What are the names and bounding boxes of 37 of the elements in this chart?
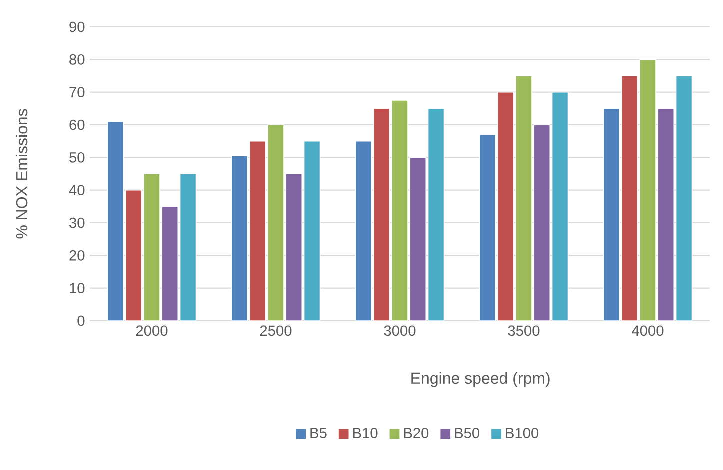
- bar: [286, 174, 303, 321]
- legend-label: B50: [455, 428, 480, 438]
- y-tick-label: 50: [70, 152, 85, 163]
- x-tick-label: 2500: [260, 326, 292, 336]
- y-tick-label: 90: [70, 22, 85, 32]
- bar: [373, 108, 390, 321]
- bar: [410, 157, 427, 321]
- legend-label: B10: [353, 428, 378, 438]
- bar: [355, 140, 372, 321]
- y-tick-label: 20: [70, 250, 85, 261]
- x-tick-label: 3500: [508, 326, 540, 336]
- y-tick-label: 30: [70, 218, 85, 228]
- bar: [603, 108, 620, 321]
- bar: [249, 140, 266, 321]
- y-tick-label: 0: [78, 316, 85, 326]
- y-tick-label: 10: [70, 283, 85, 294]
- legend-label: B5: [310, 428, 327, 438]
- bar: [479, 134, 496, 321]
- bar: [497, 92, 514, 321]
- y-tick-label: 80: [70, 54, 85, 65]
- bar: [125, 190, 142, 321]
- y-tick-label: 60: [70, 120, 85, 130]
- legend-label: B100: [506, 428, 539, 438]
- bar: [107, 121, 124, 321]
- bar: [162, 206, 179, 321]
- bar: [621, 76, 638, 321]
- x-tick-label: 4000: [632, 326, 664, 336]
- bar: [231, 156, 248, 321]
- y-axis-title: % NOX Emissions: [16, 109, 28, 239]
- bar: [534, 124, 551, 321]
- legend-label: B20: [404, 428, 429, 438]
- x-tick-label: 3000: [384, 326, 416, 336]
- y-tick-label: 40: [69, 185, 85, 196]
- bar: [658, 108, 675, 321]
- x-tick-label: 2000: [136, 326, 168, 336]
- x-axis-title: Engine speed (rpm): [412, 372, 550, 388]
- y-tick-label: 70: [70, 87, 85, 98]
